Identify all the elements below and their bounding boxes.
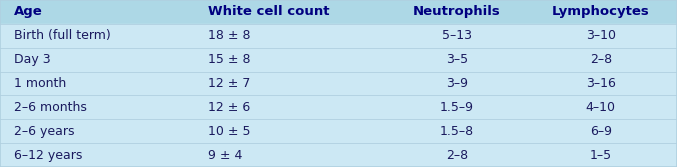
Text: 18 ± 8: 18 ± 8 bbox=[208, 29, 250, 42]
Text: 1.5–9: 1.5–9 bbox=[440, 101, 474, 114]
Text: 3–5: 3–5 bbox=[446, 53, 468, 66]
Text: 4–10: 4–10 bbox=[586, 101, 616, 114]
Bar bbox=[0, 95, 677, 119]
Text: 12 ± 6: 12 ± 6 bbox=[208, 101, 250, 114]
Bar bbox=[0, 24, 677, 48]
Bar bbox=[0, 143, 677, 167]
Text: White cell count: White cell count bbox=[208, 6, 329, 18]
Text: 3–9: 3–9 bbox=[446, 77, 468, 90]
Text: Lymphocytes: Lymphocytes bbox=[552, 6, 650, 18]
Text: 3–10: 3–10 bbox=[586, 29, 616, 42]
Text: 12 ± 7: 12 ± 7 bbox=[208, 77, 250, 90]
Text: Day 3: Day 3 bbox=[14, 53, 50, 66]
Text: Birth (full term): Birth (full term) bbox=[14, 29, 110, 42]
Text: 6–12 years: 6–12 years bbox=[14, 149, 82, 161]
Text: 1 month: 1 month bbox=[14, 77, 66, 90]
Text: 2–6 months: 2–6 months bbox=[14, 101, 87, 114]
Text: 9 ± 4: 9 ± 4 bbox=[208, 149, 242, 161]
Text: 3–16: 3–16 bbox=[586, 77, 616, 90]
Text: 1–5: 1–5 bbox=[590, 149, 612, 161]
Text: 1.5–8: 1.5–8 bbox=[440, 125, 474, 138]
Text: 2–6 years: 2–6 years bbox=[14, 125, 74, 138]
Bar bbox=[0, 119, 677, 143]
Text: 15 ± 8: 15 ± 8 bbox=[208, 53, 250, 66]
Bar bbox=[0, 0, 677, 24]
Bar bbox=[0, 48, 677, 72]
Bar bbox=[0, 72, 677, 95]
Text: Neutrophils: Neutrophils bbox=[413, 6, 501, 18]
Text: 5–13: 5–13 bbox=[442, 29, 472, 42]
Text: Age: Age bbox=[14, 6, 42, 18]
Text: 2–8: 2–8 bbox=[446, 149, 468, 161]
Text: 10 ± 5: 10 ± 5 bbox=[208, 125, 250, 138]
Text: 6–9: 6–9 bbox=[590, 125, 612, 138]
Text: 2–8: 2–8 bbox=[590, 53, 612, 66]
